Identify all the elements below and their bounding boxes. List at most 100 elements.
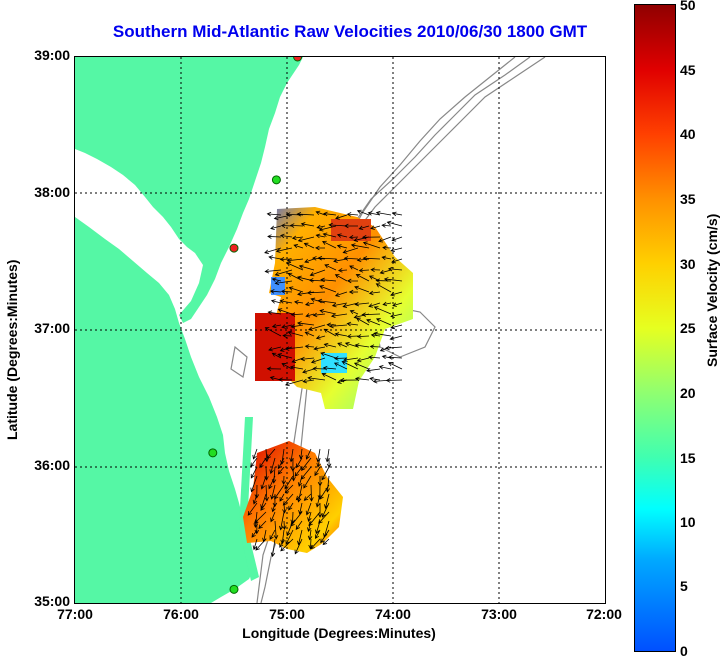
velocity-vector xyxy=(331,302,348,308)
velocity-vector xyxy=(282,493,294,506)
velocity-vector xyxy=(264,484,269,502)
velocity-vector xyxy=(280,223,293,228)
velocity-vector xyxy=(267,234,282,239)
velocity-vector xyxy=(318,511,330,524)
velocity-vector xyxy=(282,520,287,531)
velocity-vector xyxy=(315,233,326,239)
velocity-vector xyxy=(334,291,348,297)
station-marker[interactable] xyxy=(208,448,218,458)
land-outer-banks xyxy=(239,417,259,581)
velocity-vector xyxy=(330,313,348,319)
land-delmarva xyxy=(75,57,303,323)
y-axis-label: Latitude (Degrees:Minutes) xyxy=(4,259,20,440)
colorbar-tick: 0 xyxy=(680,643,688,659)
velocity-vector xyxy=(381,223,392,228)
velocity-vector xyxy=(337,342,348,348)
velocity-vector xyxy=(358,225,370,231)
velocity-vector xyxy=(271,502,276,513)
velocity-vector xyxy=(290,511,303,527)
velocity-vector xyxy=(284,484,294,494)
velocity-vector xyxy=(391,258,403,264)
velocity-vector xyxy=(322,365,337,371)
station-marker[interactable] xyxy=(293,57,303,62)
velocity-vector xyxy=(317,298,337,304)
velocity-vector xyxy=(282,333,293,338)
colorbar-tick: 45 xyxy=(680,62,696,78)
velocity-vector xyxy=(270,538,276,558)
velocity-vector xyxy=(382,245,392,250)
velocity-vector xyxy=(307,520,312,532)
velocity-vector xyxy=(346,321,359,327)
velocity-vector xyxy=(381,255,392,261)
velocity-vector xyxy=(348,289,359,295)
velocity-vector xyxy=(266,366,282,372)
velocity-vector xyxy=(278,511,285,531)
velocity-vector xyxy=(267,310,282,315)
velocity-vector xyxy=(366,318,381,326)
velocity-vector xyxy=(342,247,359,254)
velocity-vector xyxy=(322,232,337,238)
station-marker[interactable] xyxy=(271,175,281,185)
velocity-vector xyxy=(270,484,276,500)
velocity-vector xyxy=(268,255,282,260)
colorbar-tick: 10 xyxy=(680,514,696,530)
station-marker[interactable] xyxy=(229,584,239,594)
map-canvas xyxy=(75,57,605,603)
velocity-vector xyxy=(334,332,348,337)
velocity-vector xyxy=(315,245,326,251)
velocity-vector xyxy=(296,211,315,217)
velocity-vector xyxy=(333,258,348,263)
velocity-vector xyxy=(328,222,348,228)
velocity-vector xyxy=(391,211,403,217)
velocity-vector xyxy=(375,318,392,326)
xtick-label: 72:00 xyxy=(586,606,622,622)
velocity-vector xyxy=(370,225,381,230)
velocity-vector xyxy=(304,301,315,307)
colorbar-tick: 30 xyxy=(680,256,696,272)
ytick-label: 39:00 xyxy=(34,47,70,63)
velocity-vector xyxy=(270,225,282,230)
velocity-vector xyxy=(343,256,359,261)
map-plot-area[interactable] xyxy=(74,56,606,604)
velocity-vector xyxy=(298,448,304,460)
xtick-label: 76:00 xyxy=(163,606,199,622)
map-title: Southern Mid-Atlantic Raw Velocities 201… xyxy=(112,22,588,41)
velocity-vector xyxy=(302,368,315,374)
velocity-vector xyxy=(348,235,359,240)
velocity-vector xyxy=(264,247,282,254)
velocity-vector xyxy=(370,267,381,273)
velocity-vector xyxy=(343,357,359,362)
velocity-vector xyxy=(367,211,381,216)
velocity-vector xyxy=(385,378,403,383)
velocity-vector xyxy=(271,277,282,282)
velocity-vector xyxy=(266,211,282,217)
velocity-vector xyxy=(269,289,282,294)
velocity-vector xyxy=(303,242,315,249)
velocity-vector xyxy=(307,375,326,381)
velocity-vector xyxy=(312,312,326,318)
velocity-vector xyxy=(295,520,303,530)
radar-stations xyxy=(208,57,303,594)
velocity-vector xyxy=(277,308,293,315)
velocity-vector xyxy=(301,457,312,471)
velocity-vector xyxy=(389,335,403,341)
velocity-vector xyxy=(300,466,312,480)
velocity-vector xyxy=(271,352,282,359)
velocity-vector xyxy=(302,378,315,384)
colorbar-tick: 25 xyxy=(680,320,696,336)
velocity-vector xyxy=(252,538,258,551)
velocity-vector xyxy=(264,268,282,274)
velocity-vector xyxy=(281,324,293,329)
velocity-vector xyxy=(307,529,313,541)
station-marker[interactable] xyxy=(229,243,239,253)
velocity-vector xyxy=(260,475,267,490)
velocity-vector xyxy=(294,466,303,477)
velocity-vector xyxy=(307,511,312,522)
velocity-vector xyxy=(279,299,293,304)
velocity-vector xyxy=(253,511,267,524)
xtick-label: 77:00 xyxy=(57,606,93,622)
velocity-vector xyxy=(392,302,403,307)
velocity-vector xyxy=(373,306,392,315)
velocity-vector xyxy=(378,365,392,370)
velocity-vectors xyxy=(247,209,403,558)
